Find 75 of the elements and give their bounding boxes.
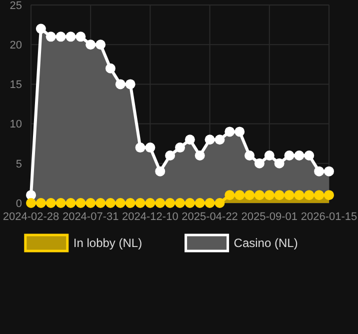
point bbox=[165, 198, 176, 208]
point bbox=[165, 150, 176, 160]
point bbox=[304, 150, 314, 160]
point bbox=[115, 198, 126, 208]
y-tick-label: 15 bbox=[10, 79, 22, 92]
point bbox=[294, 190, 304, 200]
point bbox=[145, 198, 156, 208]
point bbox=[274, 158, 284, 168]
point bbox=[184, 134, 195, 145]
point bbox=[214, 198, 225, 208]
point bbox=[145, 142, 156, 153]
point bbox=[184, 198, 195, 208]
point bbox=[155, 166, 166, 176]
point bbox=[244, 150, 255, 160]
point bbox=[105, 198, 116, 208]
point bbox=[294, 150, 304, 160]
point bbox=[264, 190, 274, 200]
point bbox=[135, 198, 146, 208]
point bbox=[224, 190, 235, 200]
point bbox=[76, 198, 86, 208]
point bbox=[244, 190, 255, 200]
point bbox=[314, 166, 324, 176]
point bbox=[46, 198, 56, 208]
y-tick-label: 10 bbox=[10, 118, 22, 131]
point bbox=[274, 190, 284, 200]
x-tick-label: 2024-12-10 bbox=[122, 211, 178, 223]
point bbox=[284, 190, 294, 200]
point bbox=[194, 150, 205, 160]
point bbox=[46, 32, 56, 42]
x-tick-label: 2024-07-31 bbox=[62, 211, 119, 223]
point bbox=[284, 150, 294, 160]
point bbox=[135, 142, 146, 153]
point bbox=[204, 134, 215, 145]
x-tick-label: 2026-01-15 bbox=[300, 211, 358, 223]
point bbox=[264, 150, 274, 160]
point bbox=[96, 40, 106, 50]
point bbox=[254, 158, 264, 168]
point bbox=[324, 166, 334, 176]
point bbox=[125, 79, 136, 90]
point bbox=[66, 198, 76, 208]
point bbox=[56, 198, 66, 208]
point bbox=[175, 142, 185, 153]
y-tick-label: 20 bbox=[10, 39, 22, 52]
point bbox=[324, 190, 334, 200]
point bbox=[204, 198, 215, 208]
x-tick-label: 2025-04-22 bbox=[182, 211, 238, 223]
y-tick-label: 0 bbox=[16, 198, 22, 210]
point bbox=[254, 190, 264, 200]
point bbox=[304, 190, 314, 200]
point bbox=[115, 79, 126, 90]
point bbox=[36, 198, 46, 208]
point bbox=[155, 198, 166, 208]
point bbox=[76, 32, 86, 42]
y-tick-label: 25 bbox=[10, 0, 22, 12]
point bbox=[86, 198, 96, 208]
point bbox=[56, 32, 66, 42]
y-tick-label: 5 bbox=[16, 158, 22, 170]
x-tick-label: 2025-09-01 bbox=[241, 211, 298, 223]
point bbox=[314, 190, 324, 200]
point bbox=[125, 198, 136, 208]
point bbox=[175, 198, 185, 208]
point bbox=[214, 134, 225, 145]
point bbox=[36, 24, 46, 34]
point bbox=[66, 32, 76, 42]
point bbox=[224, 126, 235, 137]
legend-label: In lobby (NL) bbox=[73, 236, 142, 250]
point bbox=[96, 198, 106, 208]
point bbox=[26, 198, 36, 208]
point bbox=[234, 190, 245, 200]
point bbox=[194, 198, 205, 208]
point bbox=[234, 126, 245, 137]
legend-label: Casino (NL) bbox=[234, 236, 298, 250]
point bbox=[86, 40, 96, 50]
point bbox=[105, 63, 116, 74]
x-tick-label: 2024-02-28 bbox=[2, 211, 60, 223]
